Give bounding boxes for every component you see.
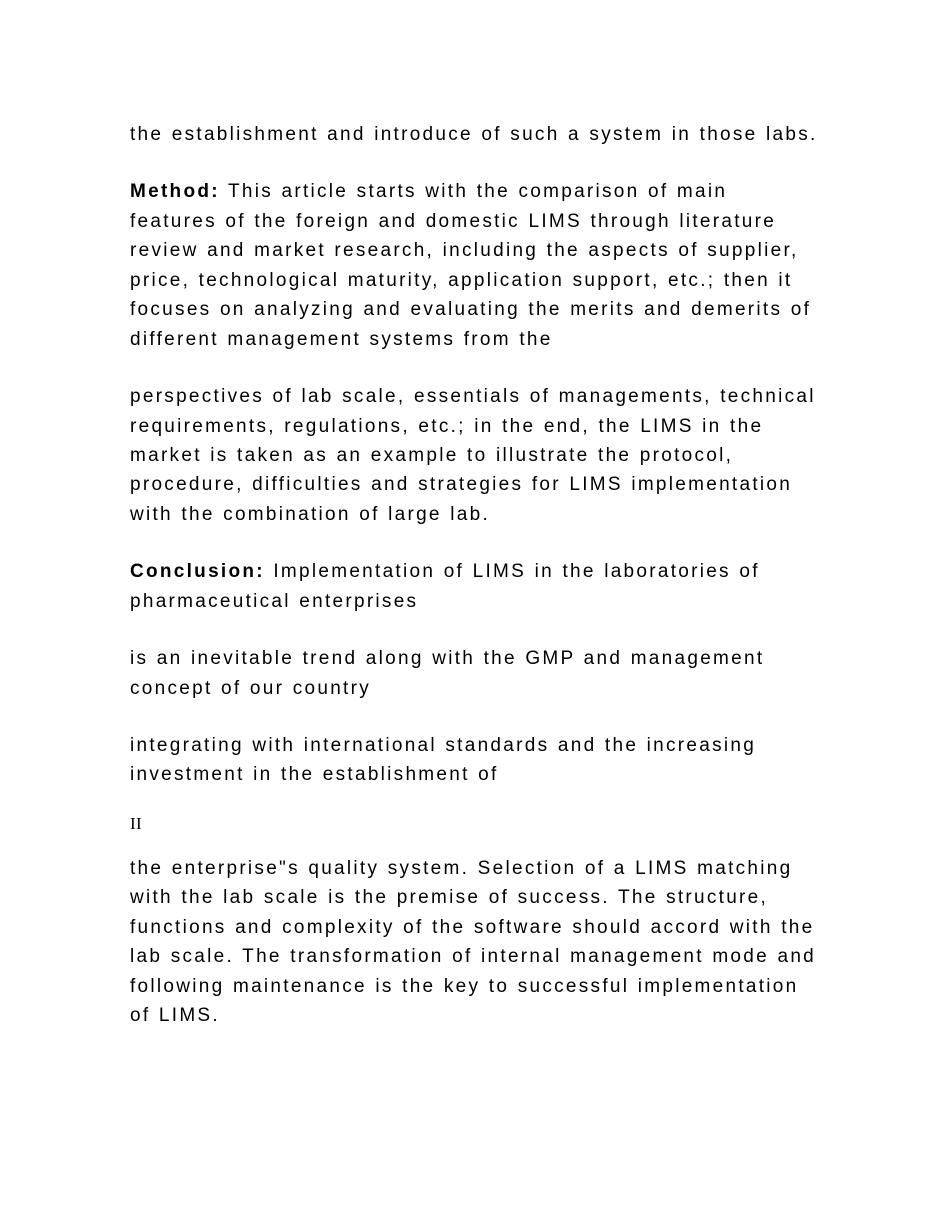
paragraph-conclusion: Conclusion: Implementation of LIMS in th… xyxy=(130,557,820,616)
paragraph-integrating: integrating with international standards… xyxy=(130,731,820,790)
paragraph-trend: is an inevitable trend along with the GM… xyxy=(130,644,820,703)
method-label: Method: xyxy=(130,181,220,202)
conclusion-label: Conclusion: xyxy=(130,561,265,582)
paragraph-enterprise: the enterprise"s quality system. Selecti… xyxy=(130,854,820,1031)
method-text: This article starts with the comparison … xyxy=(130,181,811,349)
paragraph-intro: the establishment and introduce of such … xyxy=(130,120,820,149)
paragraph-perspectives: perspectives of lab scale, essentials of… xyxy=(130,382,820,529)
page-number-roman: II xyxy=(130,814,820,834)
paragraph-method: Method: This article starts with the com… xyxy=(130,177,820,354)
